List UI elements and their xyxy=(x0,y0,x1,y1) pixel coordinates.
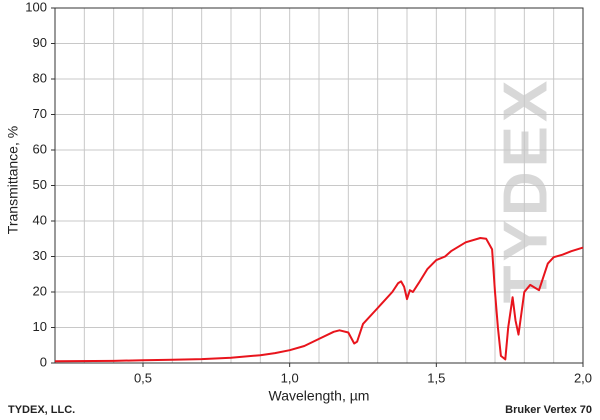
y-tick-label: 70 xyxy=(33,106,47,121)
x-axis-label: Wavelength, µm xyxy=(269,388,370,404)
x-tick-label: 1,5 xyxy=(427,370,445,385)
y-tick-label: 10 xyxy=(33,319,47,334)
plot-frame xyxy=(54,7,584,364)
y-tick-label: 90 xyxy=(33,35,47,50)
y-tick-label: 30 xyxy=(33,248,47,263)
y-tick-label: 0 xyxy=(40,354,47,369)
y-tick-label: 100 xyxy=(25,0,47,14)
x-tick-label: 2,0 xyxy=(574,370,592,385)
y-tick-label: 80 xyxy=(33,70,47,85)
y-tick-label: 50 xyxy=(33,177,47,192)
data-line xyxy=(54,237,584,363)
y-axis-label: Transmittance, % xyxy=(5,126,21,234)
x-tick-label: 0,5 xyxy=(134,370,152,385)
y-tick-label: 40 xyxy=(33,212,47,227)
x-tick-label: 1,0 xyxy=(281,370,299,385)
y-tick-label: 60 xyxy=(33,141,47,156)
footer-left: TYDEX, LLC. xyxy=(8,404,75,416)
watermark: TYDEX xyxy=(491,77,560,304)
y-tick-label: 20 xyxy=(33,283,47,298)
footer-right: Bruker Vertex 70 xyxy=(505,404,592,416)
